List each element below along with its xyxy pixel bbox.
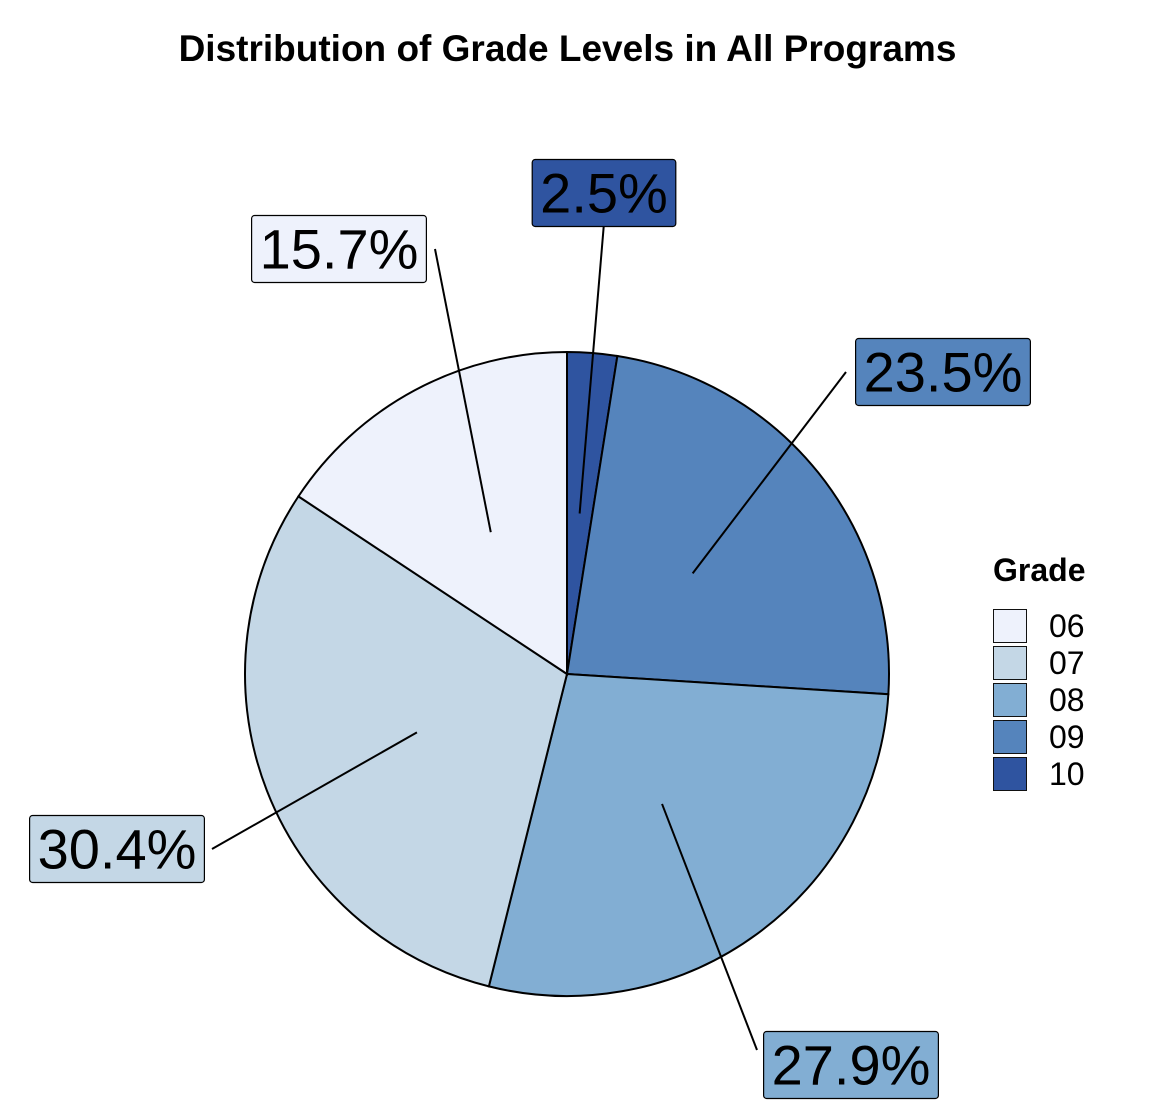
chart-title: Distribution of Grade Levels in All Prog…: [178, 28, 957, 69]
legend-label-09: 09: [1049, 718, 1085, 755]
legend: Grade 06 07 08 09 10: [993, 552, 1085, 792]
slice-label-09: 23.5%: [854, 337, 1031, 407]
slice-label-text-09: 23.5%: [864, 341, 1023, 404]
leader-line-10: [578, 222, 605, 514]
leader-line-09: [691, 371, 847, 574]
slice-label-box-10: [531, 158, 677, 228]
legend-swatch-09: [993, 719, 1027, 754]
slice-label-06: 15.7%: [251, 214, 428, 284]
legend-item-10: 10: [993, 755, 1085, 792]
leader-lines: [211, 222, 847, 1051]
slice-label-box-08: [762, 1030, 939, 1100]
slice-label-08: 27.9%: [762, 1030, 939, 1100]
slice-label-box-06: [251, 214, 428, 284]
legend-item-07: 07: [993, 644, 1085, 681]
slice-label-text-10: 2.5%: [540, 162, 668, 225]
legend-item-06: 06: [993, 607, 1085, 644]
pie-slice-09: [565, 354, 890, 696]
pie-slices: [244, 350, 890, 997]
slice-labels: 2.5% 23.5% 27.9% 30.4% 15.7%: [29, 158, 1031, 1100]
slice-label-text-07: 30.4%: [38, 818, 197, 881]
slice-label-box-07: [29, 814, 206, 884]
slice-label-box-09: [854, 337, 1031, 407]
leader-line-06: [434, 248, 492, 533]
pie-slice-08: [487, 672, 890, 997]
slice-label-07: 30.4%: [29, 814, 206, 884]
slice-label-10: 2.5%: [531, 158, 677, 228]
legend-swatch-10: [993, 756, 1027, 791]
legend-label-08: 08: [1049, 681, 1085, 718]
legend-title: Grade: [993, 552, 1086, 588]
pie-slice-06: [297, 350, 568, 676]
legend-label-06: 06: [1049, 607, 1085, 644]
legend-item-09: 09: [993, 718, 1085, 755]
legend-swatch-06: [993, 608, 1027, 643]
legend-label-10: 10: [1049, 755, 1085, 792]
legend-label-07: 07: [1049, 644, 1085, 681]
legend-item-08: 08: [993, 681, 1085, 718]
leader-line-07: [211, 731, 418, 850]
leader-line-08: [661, 803, 758, 1051]
legend-swatch-07: [993, 645, 1027, 680]
legend-swatch-08: [993, 682, 1027, 717]
legend-items: 06 07 08 09 10: [993, 607, 1085, 792]
pie-slice-07: [244, 494, 569, 988]
slice-label-text-06: 15.7%: [260, 218, 419, 281]
slice-label-text-08: 27.9%: [772, 1034, 931, 1097]
